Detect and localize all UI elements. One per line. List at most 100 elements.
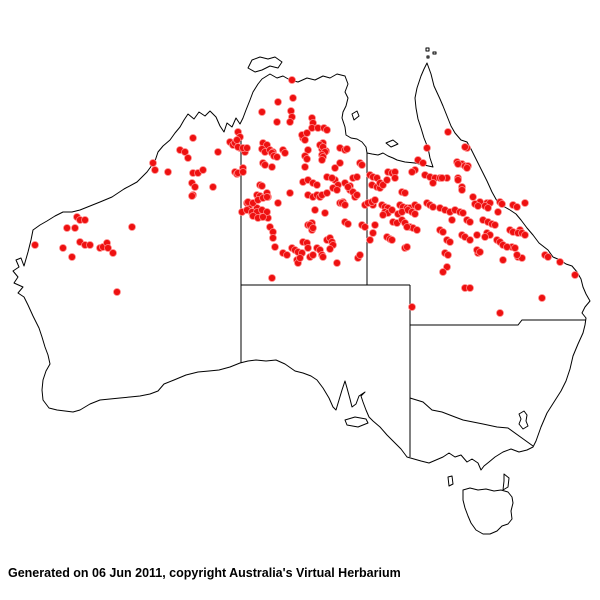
occurrence-dot [343,145,351,153]
occurrence-dot [403,223,411,231]
occurrence-dot [68,253,76,261]
occurrence-dot [446,238,454,246]
occurrence-dot [286,118,294,126]
occurrence-dot [289,94,297,102]
occurrence-dot [104,244,112,252]
occurrence-dot [414,203,422,211]
occurrence-dot [448,216,456,224]
occurrence-dot [461,143,469,151]
occurrence-dot [388,236,396,244]
occurrence-dot [408,168,416,176]
occurrence-dot [383,176,391,184]
occurrence-dot [503,243,511,251]
occurrence-dot [261,161,269,169]
king-island-outline [447,475,454,487]
occurrence-dot [429,179,437,187]
nsw-vic-border-line [409,397,534,447]
occurrence-dot [318,156,326,164]
occurrence-dot [313,181,321,189]
occurrence-dot [214,148,222,156]
occurrence-dot [353,191,361,199]
occurrence-dot [323,189,331,197]
occurrence-dot [113,288,121,296]
occurrence-dot [358,161,366,169]
occurrence-dot [301,163,309,171]
occurrence-dot [459,209,467,217]
occurrence-dot [263,193,271,201]
occurrence-dot [419,159,427,167]
occurrence-dot [571,271,579,279]
occurrence-dot [321,209,329,217]
occurrence-dot [239,168,247,176]
occurrence-dot [258,108,266,116]
occurrence-dot [63,224,71,232]
occurrence-dot [269,234,277,242]
occurrence-dot [403,243,411,251]
occurrence-dot [371,221,379,229]
occurrence-dot [454,176,462,184]
occurrence-dot [476,248,484,256]
occurrence-dot [199,166,207,174]
occurrence-dot [188,192,196,200]
occurrence-dot [271,243,279,251]
occurrence-dot [191,183,199,191]
occurrence-dot [331,164,339,172]
occurrence-dot [86,241,94,249]
occurrence-dot [259,213,267,221]
occurrence-dot [303,155,311,163]
occurrence-dot [304,146,312,154]
occurrence-dot [538,294,546,302]
tiwi-islands-outline [247,56,283,73]
occurrence-dot [268,163,276,171]
occurrence-dot [413,226,421,234]
flinders-island-outline [502,473,510,491]
occurrence-dot [326,245,334,253]
occurrence-dot [296,254,304,262]
occurrence-dot [258,182,266,190]
occurrence-dot [513,203,521,211]
occurrence-dot [391,174,399,182]
occurrence-dot [454,160,462,168]
occurrence-dot [181,148,189,156]
occurrence-dot [274,199,282,207]
torres-strait-islands [425,47,437,59]
occurrence-dot [438,174,446,182]
occurrence-dot [344,183,352,191]
occurrence-dot [333,259,341,267]
occurrence-dot [288,76,296,84]
occurrence-dot [333,186,341,194]
occurrence-dot [301,136,309,144]
occurrence-dot [463,164,471,172]
occurrence-dot [361,223,369,231]
occurrence-dot [439,268,447,276]
occurrence-dot [184,154,192,162]
occurrence-dot [444,128,452,136]
occurrence-dot [496,309,504,317]
occurrence-dot [281,149,289,157]
kangaroo-island-outline [344,416,369,428]
occurrence-dot [209,183,217,191]
occurrence-dot [444,251,452,259]
occurrence-dot [128,223,136,231]
occurrence-dot [513,251,521,259]
occurrence-dot [303,129,311,137]
occurrence-dot [268,274,276,282]
occurrence-dot [466,236,474,244]
occurrence-dot [31,241,39,249]
tasmania-outline [462,487,514,535]
act-outline [518,410,529,430]
occurrence-dot [309,224,317,232]
occurrence-dot [474,202,482,210]
occurrence-dot [353,173,361,181]
occurrence-dot [366,236,374,244]
occurrence-dot [544,253,552,261]
occurrence-dot [109,249,117,257]
occurrence-dot [423,144,431,152]
mainland-outline [12,62,591,471]
occurrence-dot [286,189,294,197]
occurrence-dot [309,251,317,259]
occurrence-dot [401,189,409,197]
occurrence-dot [336,159,344,167]
